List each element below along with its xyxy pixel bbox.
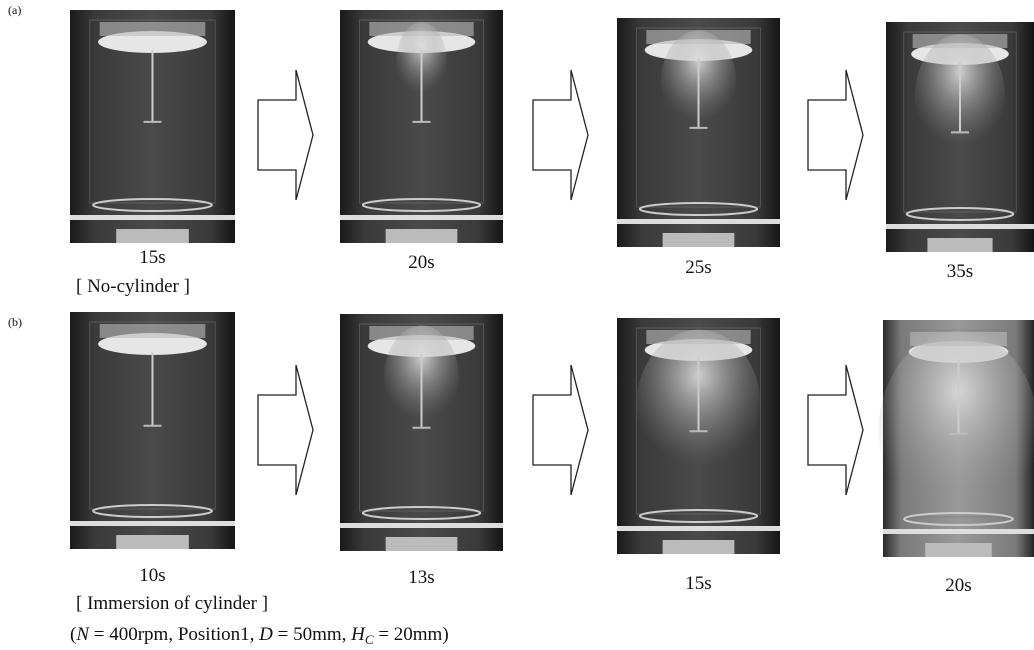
photo (70, 312, 235, 549)
arrow (258, 365, 313, 495)
photo (340, 314, 503, 551)
stand (663, 540, 735, 554)
arrow (258, 70, 313, 200)
plume (878, 332, 1034, 531)
base-band (70, 521, 235, 526)
row-caption: [ Immersion of cylinder ] (76, 593, 268, 614)
cond-part: C (365, 632, 374, 647)
base-band (340, 523, 503, 528)
time-label: 25s (685, 257, 711, 278)
time-label: 20s (945, 575, 971, 596)
conditions: (N = 400rpm, Position1, D = 50mm, HC = 2… (70, 624, 449, 647)
figure: (a) (b) (N = 400rpm, Position1, D = 50mm… (0, 0, 1034, 650)
base-band (886, 224, 1034, 229)
base-band (617, 526, 780, 531)
photo (617, 18, 780, 247)
cond-part: = 50mm, (273, 624, 351, 645)
stand (663, 233, 735, 247)
base-band (617, 219, 780, 224)
time-label: 13s (408, 567, 434, 588)
time-label: 20s (408, 252, 434, 273)
arrow (808, 365, 863, 495)
photo (70, 10, 235, 243)
base-band (70, 215, 235, 220)
lid-rim (100, 324, 206, 338)
stand (925, 543, 991, 557)
stand (116, 535, 189, 549)
photo (886, 22, 1034, 252)
time-label: 15s (685, 573, 711, 594)
cond-part: = 20mm) (374, 624, 449, 645)
base-band (883, 529, 1034, 534)
arrow (533, 365, 588, 495)
arrow (808, 70, 863, 200)
panel-label: (a) (8, 3, 21, 17)
time-label: 10s (139, 565, 165, 586)
photo (617, 318, 780, 554)
base-band (340, 215, 503, 220)
time-label: 35s (947, 261, 973, 282)
stand (386, 229, 458, 243)
lid-rim (100, 22, 206, 36)
cond-part: = 400rpm, Position1, (89, 624, 259, 645)
arrow (533, 70, 588, 200)
photo (340, 10, 503, 243)
stand (386, 537, 458, 551)
time-label: 15s (139, 247, 165, 268)
cond-part: H (350, 624, 366, 645)
panel-label: (b) (8, 315, 22, 329)
cond-part: D (258, 624, 273, 645)
stand (927, 238, 992, 252)
stand (116, 229, 189, 243)
row-caption: [ No-cylinder ] (76, 276, 190, 297)
photo (878, 320, 1034, 557)
